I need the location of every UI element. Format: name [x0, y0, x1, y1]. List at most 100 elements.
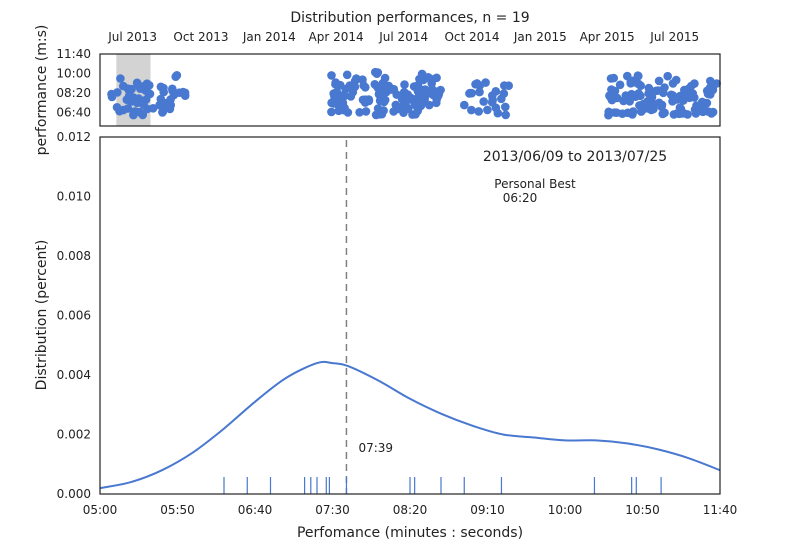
scatter-point — [392, 104, 402, 114]
scatter-point — [158, 108, 167, 117]
scatter-point — [500, 81, 509, 90]
scatter-point — [129, 107, 139, 117]
scatter-point — [338, 98, 348, 108]
scatter-point — [125, 86, 134, 96]
scatter-x-tick-label: Jul 2014 — [378, 30, 428, 44]
density-x-tick-label: 08:20 — [393, 503, 428, 517]
scatter-point — [159, 87, 168, 97]
density-y-tick-label: 0.010 — [57, 190, 91, 204]
scatter-point — [346, 92, 356, 101]
scatter-point — [331, 79, 340, 89]
scatter-x-tick-label: Oct 2013 — [173, 30, 228, 44]
scatter-point — [654, 76, 664, 86]
scatter-point — [380, 73, 390, 83]
scatter-point — [408, 110, 417, 119]
scatter-point — [501, 110, 511, 120]
scatter-y-label: performance (m:s) — [34, 25, 50, 156]
scatter-point — [116, 74, 125, 83]
scatter-point — [607, 85, 616, 94]
scatter-x-tick-label: Jan 2015 — [513, 30, 567, 44]
scatter-point — [342, 70, 352, 80]
scatter-x-tick-label: Apr 2015 — [580, 30, 635, 44]
scatter-point — [644, 83, 654, 93]
scatter-point — [619, 96, 628, 106]
scatter-y-tick-label: 06:40 — [56, 105, 91, 119]
scatter-point — [474, 107, 484, 116]
scatter-point — [372, 69, 382, 78]
density-x-tick-label: 09:10 — [470, 503, 505, 517]
scatter-point — [375, 96, 385, 105]
scatter-point — [417, 69, 427, 79]
scatter-point — [372, 81, 381, 91]
scatter-point — [666, 90, 676, 100]
scatter-point — [699, 104, 709, 113]
scatter-point — [634, 89, 643, 98]
density-y-tick-label: 0.002 — [57, 428, 91, 442]
scatter-point — [334, 106, 344, 116]
scatter-point — [690, 79, 699, 88]
scatter-x-tick-label: Jul 2015 — [649, 30, 699, 44]
scatter-point — [615, 80, 625, 90]
scatter-point — [708, 107, 718, 117]
scatter-point — [499, 89, 509, 98]
personal-best-label: Personal Best — [494, 177, 576, 191]
scatter-point — [327, 107, 336, 117]
personal-best-value: 06:20 — [503, 191, 538, 205]
scatter-point — [635, 101, 644, 110]
scatter-x-tick-label: Oct 2014 — [444, 30, 499, 44]
scatter-point — [141, 95, 151, 104]
density-curve — [99, 360, 721, 490]
scatter-point — [355, 108, 364, 117]
density-frame — [99, 136, 721, 495]
scatter-point — [400, 80, 409, 89]
scatter-point — [626, 91, 635, 101]
scatter-point — [107, 89, 116, 99]
scatter-point — [691, 109, 701, 118]
scatter-point — [654, 98, 664, 108]
density-x-tick-label: 05:50 — [160, 503, 195, 517]
scatter-point — [413, 80, 423, 90]
scatter-point — [397, 94, 407, 104]
density-y-tick-label: 0.004 — [57, 368, 91, 382]
density-y-tick-label: 0.008 — [57, 249, 91, 263]
scatter-point — [660, 108, 669, 118]
scatter-point — [427, 79, 437, 88]
scatter-point — [178, 87, 188, 97]
scatter-point — [132, 78, 142, 88]
scatter-point — [623, 108, 633, 118]
scatter-point — [653, 86, 663, 95]
density-x-tick-label: 10:00 — [548, 503, 583, 517]
scatter-point — [698, 97, 707, 107]
density-y-label: Distribution (percent) — [34, 240, 50, 391]
scatter-x-tick-label: Jan 2014 — [242, 30, 296, 44]
scatter-point — [329, 99, 339, 108]
scatter-point — [460, 100, 469, 110]
density-x-label: Perfomance (minutes : seconds) — [297, 525, 523, 541]
scatter-point — [432, 98, 441, 108]
density-y-tick-label: 0.000 — [57, 487, 91, 501]
scatter-point — [479, 97, 489, 106]
scatter-point — [610, 108, 619, 117]
density-x-tick-label: 06:40 — [238, 503, 273, 517]
scatter-point — [375, 110, 384, 119]
scatter-point — [465, 88, 475, 98]
scatter-point — [361, 83, 370, 92]
density-x-tick-label: 11:40 — [703, 503, 738, 517]
density-x-tick-label: 07:30 — [315, 503, 350, 517]
scatter-point — [472, 79, 482, 88]
density-y-ticks: 0.000 0.002 0.004 0.006 0.008 0.010 0.012 — [57, 130, 91, 501]
scatter-point — [663, 71, 672, 81]
scatter-point — [352, 74, 361, 83]
scatter-y-ticks: 11:40 10:00 08:20 06:40 — [56, 47, 91, 119]
density-x-tick-label: 05:00 — [83, 503, 118, 517]
scatter-point — [172, 71, 182, 80]
scatter-point — [609, 73, 618, 83]
range-annotation: 2013/06/09 to 2013/07/25 — [483, 149, 667, 165]
scatter-y-tick-label: 10:00 — [56, 66, 91, 80]
median-label: 07:39 — [358, 441, 393, 455]
scatter-point — [481, 78, 490, 87]
scatter-point — [678, 109, 687, 118]
scatter-point — [501, 102, 510, 112]
scatter-x-tick-label: Jul 2013 — [107, 30, 157, 44]
